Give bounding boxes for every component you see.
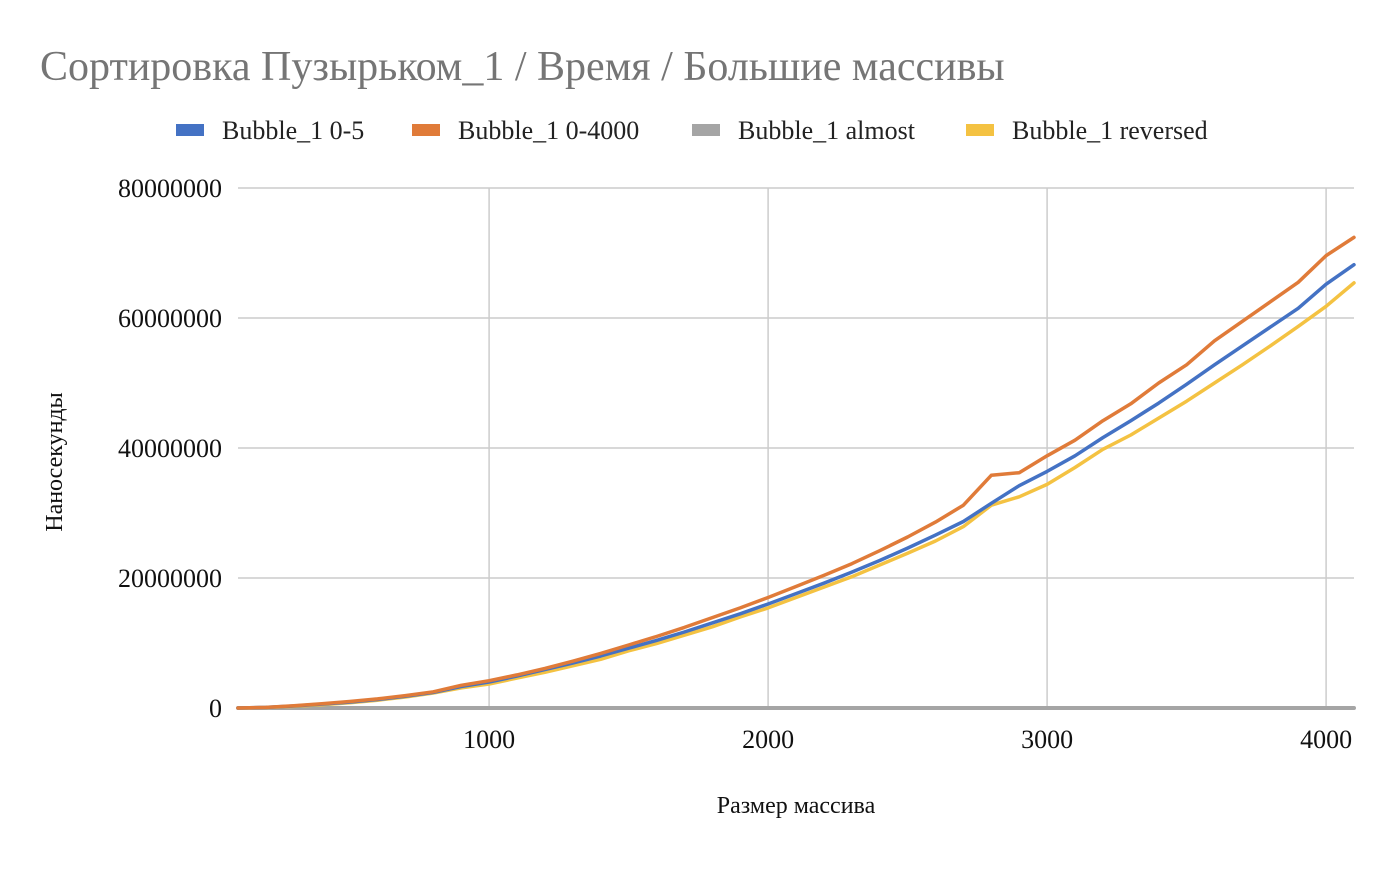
legend-label-3: Bubble_1 reversed <box>1012 116 1208 145</box>
legend-swatch-3 <box>966 124 994 136</box>
x-axis-title: Размер массива <box>717 793 876 819</box>
legend-label-0: Bubble_1 0-5 <box>222 116 364 145</box>
y-tick-label: 0 <box>209 694 222 723</box>
legend-label-1: Bubble_1 0-4000 <box>458 116 639 145</box>
y-tick-label: 60000000 <box>118 304 222 333</box>
gridlines <box>238 187 1354 709</box>
chart-title: Сортировка Пузырьком_1 / Время / Большие… <box>40 44 1005 90</box>
x-axis-ticks: 1000 2000 3000 4000 <box>463 725 1352 754</box>
x-tick-label: 1000 <box>463 725 515 754</box>
x-tick-label: 4000 <box>1300 725 1352 754</box>
x-tick-label: 3000 <box>1021 725 1073 754</box>
series-line-3 <box>236 281 1356 710</box>
y-axis-ticks: 0 20000000 40000000 60000000 80000000 <box>118 174 222 723</box>
x-tick-label: 2000 <box>742 725 794 754</box>
y-axis-title: Наносекунды <box>42 392 68 532</box>
legend-label-2: Bubble_1 almost <box>738 116 916 145</box>
legend-swatch-2 <box>692 124 720 136</box>
y-tick-label: 20000000 <box>118 564 222 593</box>
series-line-0 <box>236 262 1356 710</box>
legend-swatch-1 <box>412 124 440 136</box>
y-tick-label: 40000000 <box>118 434 222 463</box>
legend: Bubble_1 0-5 Bubble_1 0-4000 Bubble_1 almo… <box>176 116 1208 145</box>
series-lines <box>236 235 1356 710</box>
y-tick-label: 80000000 <box>118 174 222 203</box>
series-line-1 <box>236 235 1356 710</box>
legend-swatch-0 <box>176 124 204 136</box>
